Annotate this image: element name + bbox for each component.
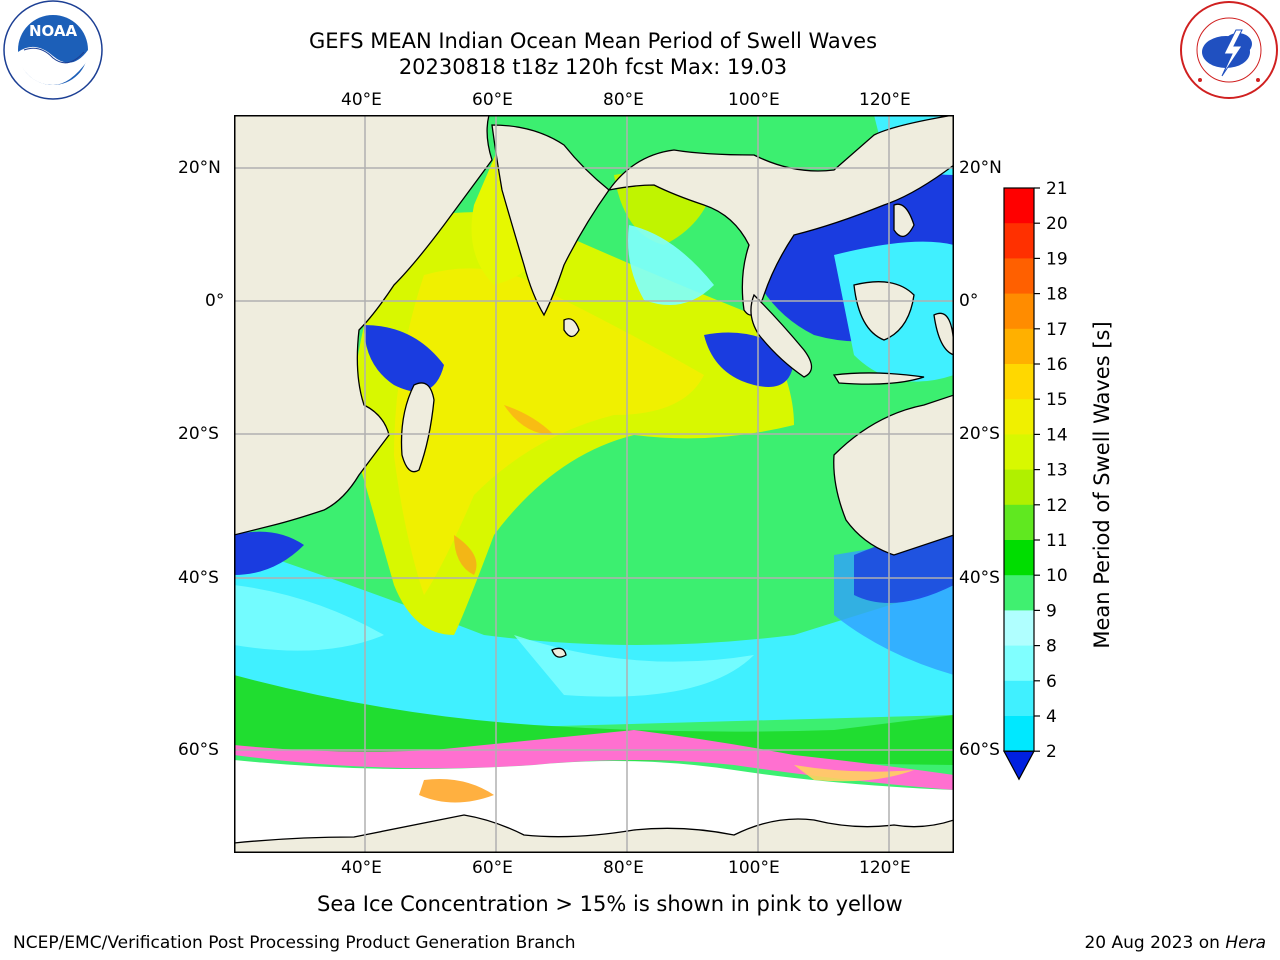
colorbar-segment (1004, 328, 1034, 365)
lat-tick-left: 20°S (178, 424, 219, 444)
map-panel (234, 115, 954, 853)
sea-ice-edge (234, 730, 954, 790)
map-frame (234, 115, 954, 853)
colorbar-segment (1004, 399, 1034, 435)
lon-tick-top: 100°E (728, 90, 780, 110)
colorbar-tick-label: 6 (1046, 672, 1057, 692)
lon-tick-bottom: 100°E (728, 858, 780, 878)
map-subtitle: 20230818 t18z 120h fcst Max: 19.03 (398, 55, 788, 79)
colorbar-segment (1004, 645, 1034, 682)
colorbar-segment (1004, 434, 1034, 471)
period-band-cyan-south (234, 545, 954, 735)
lon-tick-bottom: 40°E (341, 858, 382, 878)
colorbar-tick-label: 4 (1046, 707, 1057, 727)
colorbar-tick-label: 17 (1046, 320, 1068, 340)
lon-tick-top: 60°E (472, 90, 513, 110)
lat-tick-right: 60°S (959, 740, 1000, 760)
lat-tick-left: 60°S (178, 740, 219, 760)
graticule (234, 115, 954, 853)
lat-tick-right: 20°S (959, 424, 1000, 444)
lat-tick-right: 0° (959, 291, 979, 311)
lat-tick-right: 40°S (959, 568, 1000, 588)
colorbar-segment (1004, 610, 1034, 647)
colorbar: 2 4 6 8 9 10 11 12 13 14 15 16 17 18 19 20 21 (1002, 180, 1068, 781)
colorbar-tick-label: 20 (1046, 214, 1068, 234)
map-title: GEFS MEAN Indian Ocean Mean Period of Sw… (308, 29, 878, 53)
colorbar-tick-label: 9 (1046, 601, 1057, 621)
lon-tick-top: 40°E (341, 90, 382, 110)
lat-tick-left: 20°N (178, 158, 221, 178)
footer-date: 20 Aug 2023 on Hera (1084, 933, 1266, 953)
colorbar-segment (1004, 504, 1034, 541)
footer-credit: NCEP/EMC/Verification Post Processing Pr… (13, 933, 576, 953)
lat-tick-right: 20°N (959, 158, 1002, 178)
colorbar-segment (1004, 223, 1034, 259)
colorbar-tick-label: 19 (1046, 249, 1068, 269)
colorbar-segment (1004, 540, 1034, 576)
colorbar-tick-label: 21 (1046, 180, 1068, 199)
colorbar-tick-label: 10 (1046, 566, 1068, 586)
colorbar-tick-label: 11 (1046, 531, 1068, 551)
colorbar-tick-label: 2 (1046, 742, 1057, 762)
colorbar-segment (1004, 575, 1034, 611)
colorbar-tick-label: 15 (1046, 390, 1068, 410)
colorbar-extend-arrow (1002, 750, 1036, 781)
colorbar-tick-label: 18 (1046, 285, 1068, 305)
lon-tick-bottom: 60°E (472, 858, 513, 878)
noaa-logo: NOAA (0, 0, 104, 104)
sea-ice-caption: Sea Ice Concentration > 15% is shown in … (317, 892, 903, 916)
colorbar-segment (1004, 258, 1034, 295)
colorbar-segment (1004, 364, 1034, 400)
noaa-logo-text: NOAA (29, 22, 78, 40)
period-pocket-blue-west (364, 325, 444, 392)
colorbar-segment (1004, 188, 1034, 224)
colorbar-label: Mean Period of Swell Waves [s] (1090, 321, 1114, 649)
colorbar-tick-label: 8 (1046, 637, 1057, 657)
lat-tick-left: 40°S (178, 568, 219, 588)
nws-logo (1178, 0, 1280, 102)
lat-tick-left: 0° (205, 291, 225, 311)
colorbar-tick-label: 14 (1046, 425, 1068, 445)
colorbar-tick-label: 16 (1046, 355, 1068, 375)
colorbar-segment (1004, 469, 1034, 506)
colorbar-segment (1004, 716, 1034, 752)
lon-tick-top: 120°E (859, 90, 911, 110)
lon-tick-bottom: 120°E (859, 858, 911, 878)
footer-host: Hera (1225, 933, 1266, 953)
landmasses (234, 115, 954, 853)
lon-tick-bottom: 80°E (603, 858, 644, 878)
colorbar-tick-label: 12 (1046, 496, 1068, 516)
colorbar-segment (1004, 293, 1034, 330)
colorbar-tick-label: 13 (1046, 461, 1068, 481)
colorbar-segment (1004, 680, 1034, 717)
lon-tick-top: 80°E (603, 90, 644, 110)
